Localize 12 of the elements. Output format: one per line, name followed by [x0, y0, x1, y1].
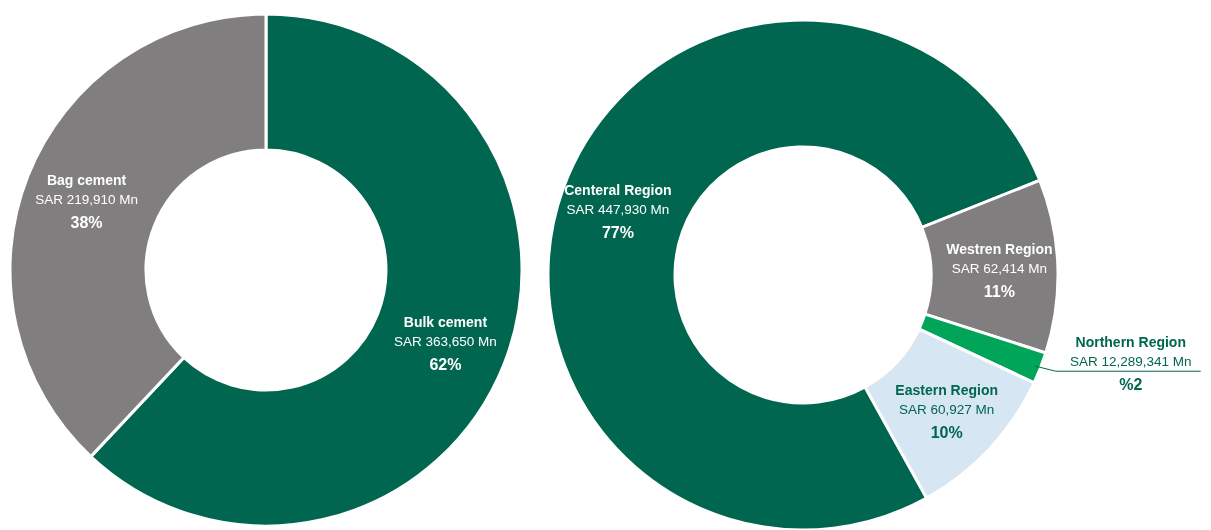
data-label: SAR 363,650 Mn 62% — [394, 334, 497, 374]
slice-label: Eastern Region — [895, 382, 999, 399]
slice-label: Centeral Region — [564, 182, 672, 199]
data-label: SAR 60,927 Mn 10% — [899, 402, 995, 442]
data-label: SAR 219,910 Mn 38% — [35, 191, 138, 231]
slice-label: Bag cement — [46, 171, 127, 188]
slice-label: Northern Region — [1075, 334, 1186, 351]
slice-label: Bulk cement — [403, 314, 488, 331]
data-label: SAR 62,414 Mn 11% — [951, 261, 1048, 301]
slice-label: Westren Region — [946, 241, 1053, 258]
data-label: SAR 447,930 Mn 77% — [566, 202, 670, 242]
data-label: SAR 12,289,341 Mn %2 — [1069, 354, 1192, 394]
